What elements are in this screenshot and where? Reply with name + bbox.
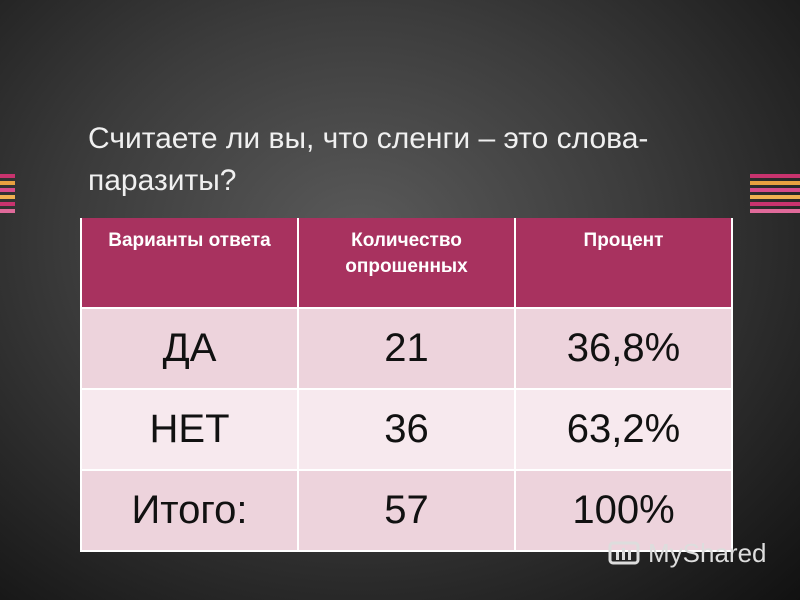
cell: 63,2%: [514, 388, 733, 471]
cell: НЕТ: [80, 388, 299, 471]
decor-stripes-right: [750, 174, 800, 213]
cell: Итого:: [80, 469, 299, 552]
cell: 36,8%: [514, 307, 733, 390]
decor-stripes-left: [0, 174, 15, 213]
cell: 36: [297, 388, 516, 471]
watermark: MyShared: [608, 538, 767, 569]
header-cell: Количество опрошенных: [297, 218, 516, 309]
watermark-icon: [608, 541, 640, 564]
table-row: ДА 21 36,8%: [80, 307, 733, 390]
header-cell: Процент: [514, 218, 733, 309]
cell: 21: [297, 307, 516, 390]
cell: 57: [297, 469, 516, 552]
table-row: Итого: 57 100%: [80, 469, 733, 552]
watermark-text: MyShared: [648, 538, 767, 568]
table-row: НЕТ 36 63,2%: [80, 388, 733, 471]
header-cell: Варианты ответа: [80, 218, 299, 309]
cell: ДА: [80, 307, 299, 390]
table: Варианты ответа Количество опрошенных Пр…: [80, 218, 733, 552]
slide-title: Считаете ли вы, что сленги – это слова-п…: [88, 122, 649, 197]
header-row: Варианты ответа Количество опрошенных Пр…: [80, 218, 733, 309]
